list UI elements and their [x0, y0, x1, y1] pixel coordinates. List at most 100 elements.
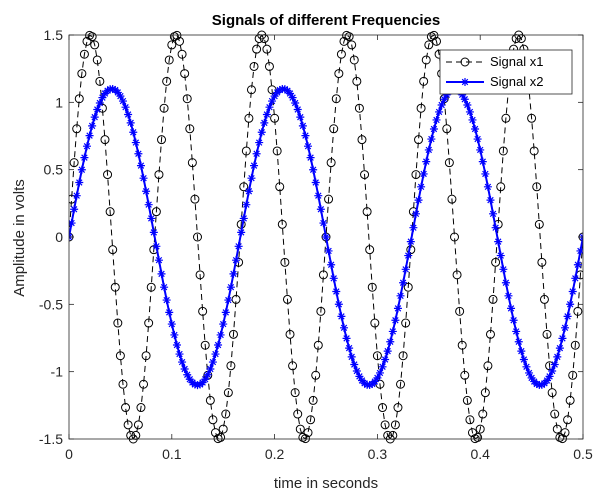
- legend-entry: Signal x1: [446, 54, 543, 69]
- data-point-circle: [259, 34, 269, 44]
- data-point-circle: [241, 146, 251, 156]
- data-point-asterisk: [185, 375, 194, 384]
- data-point-circle: [416, 103, 426, 113]
- data-point-asterisk: [298, 121, 307, 130]
- data-point-circle: [198, 306, 208, 316]
- data-point-asterisk: [175, 350, 184, 359]
- data-point-asterisk: [345, 344, 354, 353]
- data-point-circle: [108, 245, 118, 255]
- data-point-asterisk: [396, 291, 405, 300]
- data-point-asterisk: [262, 110, 271, 119]
- data-point-asterisk: [429, 125, 438, 134]
- data-point-asterisk: [375, 368, 384, 377]
- data-point-asterisk: [309, 165, 318, 174]
- data-point-asterisk: [393, 304, 402, 313]
- data-point-asterisk: [406, 237, 415, 246]
- series-layer: [69, 30, 583, 444]
- data-point-circle: [195, 270, 205, 280]
- data-point-circle: [190, 194, 200, 204]
- data-point-circle: [316, 306, 326, 316]
- data-point-asterisk: [178, 358, 187, 367]
- data-point-asterisk: [95, 98, 104, 107]
- y-tick-label: 0: [55, 229, 63, 245]
- x-tick-label: 0: [65, 446, 73, 462]
- data-point-asterisk: [134, 149, 143, 158]
- data-point-circle: [123, 420, 133, 430]
- data-point-circle: [547, 388, 557, 398]
- data-point-circle: [378, 403, 388, 413]
- data-point-asterisk: [237, 228, 246, 237]
- data-point-asterisk: [563, 312, 572, 321]
- data-point-circle: [331, 94, 341, 104]
- data-point-asterisk: [296, 113, 305, 122]
- data-point-circle: [460, 57, 470, 67]
- data-point-circle: [403, 282, 413, 292]
- data-point-asterisk: [69, 219, 76, 228]
- data-point-asterisk: [339, 323, 348, 332]
- data-point-asterisk: [388, 327, 397, 336]
- data-point-asterisk: [494, 237, 503, 246]
- data-point-circle: [563, 415, 573, 425]
- data-point-asterisk: [70, 205, 79, 214]
- data-point-asterisk: [293, 105, 302, 114]
- y-tick-label: 0.5: [44, 162, 64, 178]
- data-point-asterisk: [288, 93, 297, 102]
- data-point-circle: [218, 424, 228, 434]
- data-point-circle: [205, 395, 215, 405]
- data-point-circle: [532, 182, 542, 192]
- data-point-circle: [537, 257, 547, 267]
- data-point-circle: [115, 351, 125, 361]
- data-point-circle: [573, 306, 583, 316]
- data-point-asterisk: [501, 278, 510, 287]
- data-point-circle: [419, 76, 429, 86]
- data-point-circle: [139, 379, 149, 389]
- y-axis-label: Amplitude in volts: [11, 179, 28, 297]
- data-point-asterisk: [458, 90, 467, 99]
- data-point-asterisk: [461, 78, 469, 86]
- data-point-circle: [187, 158, 197, 168]
- data-point-asterisk: [139, 174, 148, 183]
- data-point-circle: [570, 340, 580, 350]
- data-point-circle: [246, 85, 256, 95]
- data-point-circle: [527, 113, 537, 123]
- data-point-circle: [372, 351, 382, 361]
- data-point-circle: [79, 49, 89, 59]
- data-point-asterisk: [522, 362, 531, 371]
- data-point-circle: [103, 170, 113, 180]
- data-point-circle: [450, 232, 459, 242]
- data-point-asterisk: [496, 251, 505, 260]
- data-point-asterisk: [370, 377, 379, 386]
- data-point-circle: [485, 329, 495, 339]
- data-point-circle: [74, 94, 84, 104]
- data-point-circle: [396, 379, 406, 389]
- data-point-asterisk: [414, 196, 423, 205]
- data-point-circle: [483, 361, 493, 371]
- series-2: [69, 84, 583, 390]
- data-point-circle: [491, 257, 501, 267]
- data-point-circle: [462, 395, 472, 405]
- data-point-asterisk: [252, 149, 261, 158]
- data-point-asterisk: [270, 92, 279, 101]
- data-point-asterisk: [80, 153, 89, 162]
- data-point-asterisk: [314, 191, 323, 200]
- data-point-asterisk: [435, 107, 444, 116]
- data-point-asterisk: [383, 347, 392, 356]
- data-point-asterisk: [337, 312, 346, 321]
- data-point-circle: [252, 44, 262, 54]
- data-point-asterisk: [527, 373, 536, 382]
- data-point-circle: [447, 194, 457, 204]
- data-point-circle: [354, 103, 364, 113]
- data-point-circle: [411, 170, 421, 180]
- data-point-circle: [488, 294, 498, 304]
- data-point-asterisk: [517, 347, 526, 356]
- data-point-asterisk: [118, 97, 127, 106]
- data-point-asterisk: [519, 355, 528, 364]
- data-point-circle: [365, 245, 375, 255]
- data-point-circle: [347, 40, 357, 50]
- data-point-circle: [313, 340, 323, 350]
- data-point-asterisk: [172, 340, 181, 349]
- data-point-circle: [367, 282, 377, 292]
- data-point-circle: [344, 32, 354, 42]
- data-point-asterisk: [211, 350, 220, 359]
- x-axis-label: time in seconds: [274, 475, 378, 491]
